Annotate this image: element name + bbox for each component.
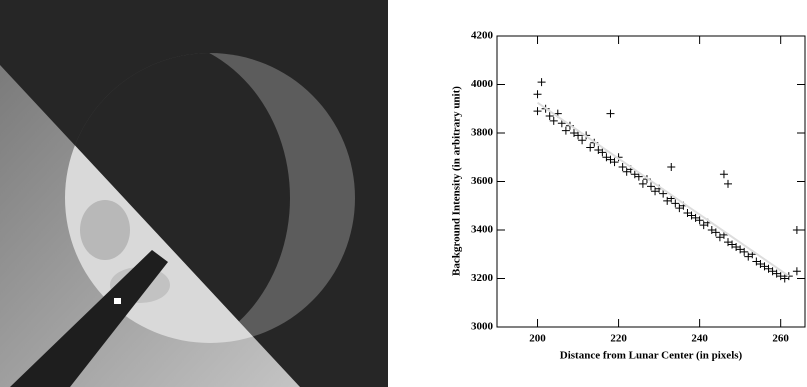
data-point	[533, 90, 542, 99]
data-point	[687, 211, 696, 220]
data-point	[610, 158, 619, 167]
data-point	[736, 245, 745, 254]
data-point	[780, 274, 789, 283]
data-point	[707, 226, 716, 234]
data-point	[768, 267, 777, 276]
data-point	[586, 143, 595, 152]
data-point	[732, 242, 741, 251]
data-point	[760, 262, 769, 271]
data-point	[618, 162, 627, 171]
data-point	[606, 109, 615, 118]
data-point	[744, 252, 753, 261]
data-point	[549, 116, 558, 125]
data-point	[715, 233, 724, 242]
data-point	[711, 228, 720, 237]
data-point	[630, 170, 639, 179]
data-point	[728, 240, 737, 249]
data-point	[574, 131, 583, 140]
x-tick-label: 200	[529, 333, 546, 345]
x-tick-label: 220	[610, 333, 627, 345]
data-point	[578, 136, 587, 145]
data-point	[602, 153, 611, 162]
data-point	[675, 204, 684, 213]
data-point	[699, 221, 708, 230]
y-tick-label: 3800	[471, 127, 494, 139]
fit-line	[536, 101, 790, 277]
data-point	[792, 226, 801, 234]
data-point	[764, 264, 773, 273]
data-point	[537, 78, 546, 87]
y-tick-label: 4200	[471, 30, 494, 42]
data-point	[598, 148, 607, 157]
x-axis-title: Distance from Lunar Center (in pixels)	[560, 350, 743, 362]
data-point	[594, 145, 603, 154]
data-point	[638, 179, 647, 188]
data-point	[752, 257, 761, 266]
data-point	[651, 187, 660, 196]
data-point	[659, 189, 668, 198]
data-point	[570, 129, 578, 137]
data-point	[671, 199, 680, 208]
y-tick-label: 4000	[471, 78, 494, 90]
data-point	[545, 112, 554, 121]
data-point	[724, 238, 732, 247]
lunar-image	[0, 0, 388, 387]
data-point	[683, 209, 692, 218]
data-point	[533, 107, 542, 116]
data-point	[756, 259, 765, 268]
y-tick-label: 3400	[471, 224, 494, 236]
x-tick-label: 240	[691, 333, 708, 345]
y-axis-title: Background Intensity (in arbitrary unit)	[451, 86, 463, 276]
data-point	[776, 272, 785, 281]
data-point	[724, 179, 732, 188]
x-tick-label: 260	[772, 333, 789, 345]
data-point	[667, 162, 676, 171]
y-tick-label: 3200	[471, 272, 494, 284]
data-point	[647, 182, 655, 191]
y-tick-label: 3000	[471, 321, 494, 333]
data-point	[561, 126, 570, 135]
data-point	[719, 170, 728, 179]
data-point	[792, 267, 801, 276]
data-point	[691, 213, 700, 222]
data-point	[622, 167, 631, 176]
data-point	[740, 247, 749, 256]
data-point	[634, 172, 643, 181]
data-point	[695, 216, 704, 225]
y-tick-label: 3600	[471, 175, 494, 187]
data-point	[663, 196, 672, 205]
data-point	[772, 269, 781, 278]
data-point	[606, 155, 615, 164]
